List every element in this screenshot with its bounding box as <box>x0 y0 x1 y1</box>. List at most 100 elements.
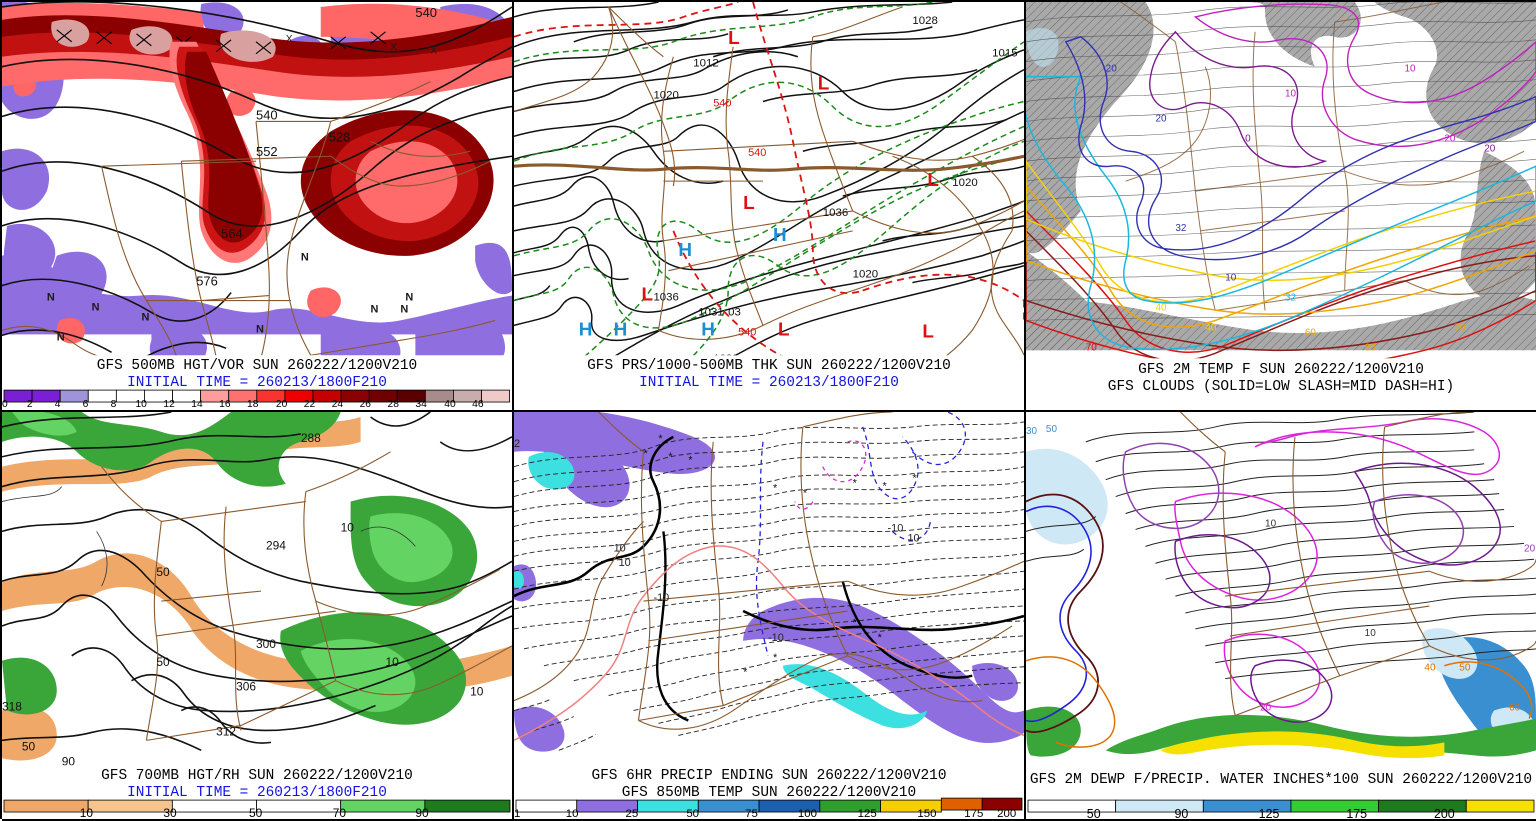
svg-text:N: N <box>371 303 379 315</box>
svg-text:20: 20 <box>276 399 288 409</box>
svg-text:H: H <box>614 319 628 340</box>
svg-text:N: N <box>47 292 55 304</box>
svg-text:*: * <box>743 666 748 678</box>
svg-text:10: 10 <box>614 542 626 554</box>
svg-text:INITIAL TIME = 260213/1800F210: INITIAL TIME = 260213/1800F210 <box>127 375 387 391</box>
svg-text:*: * <box>643 447 648 459</box>
svg-text:03: 03 <box>728 306 741 318</box>
svg-text:GFS PRS/1000-500MB THK SUN 260: GFS PRS/1000-500MB THK SUN 260222/1200V2… <box>587 358 951 374</box>
svg-text:552: 552 <box>256 144 278 159</box>
svg-text:10: 10 <box>1405 64 1417 75</box>
svg-text:H: H <box>579 319 593 340</box>
svg-text:34: 34 <box>415 399 427 409</box>
svg-text:60: 60 <box>1509 702 1521 713</box>
svg-text:10: 10 <box>1285 89 1297 100</box>
svg-text:-10: -10 <box>653 592 669 604</box>
svg-text:40: 40 <box>444 399 456 409</box>
svg-text:175: 175 <box>964 808 983 819</box>
svg-text:*: * <box>668 450 673 462</box>
svg-text:2: 2 <box>27 399 33 409</box>
svg-text:60: 60 <box>1305 327 1317 338</box>
svg-text:50: 50 <box>22 739 36 753</box>
svg-text:576: 576 <box>196 274 218 289</box>
svg-text:1020: 1020 <box>952 177 977 189</box>
svg-text:6: 6 <box>83 399 89 409</box>
svg-text:GFS 2M DEWP F/PRECIP. WATER IN: GFS 2M DEWP F/PRECIP. WATER INCHES*100 S… <box>1030 772 1532 788</box>
svg-text:L: L <box>778 319 790 340</box>
svg-text:10: 10 <box>1225 273 1237 284</box>
svg-text:GFS 2M TEMP F SUN 260222/1200V: GFS 2M TEMP F SUN 260222/1200V210 <box>1138 362 1424 378</box>
svg-text:50: 50 <box>1087 807 1101 819</box>
svg-text:50: 50 <box>1046 423 1058 434</box>
svg-text:10: 10 <box>1365 627 1377 638</box>
svg-text:540: 540 <box>713 97 731 109</box>
svg-text:H: H <box>678 240 692 261</box>
svg-text:26: 26 <box>360 399 372 409</box>
svg-text:*: * <box>658 432 663 444</box>
svg-text:90: 90 <box>1174 807 1188 819</box>
svg-text:30: 30 <box>163 806 177 819</box>
svg-text:20: 20 <box>1444 133 1456 144</box>
svg-text:40: 40 <box>1155 302 1167 313</box>
svg-text:*: * <box>853 477 858 489</box>
svg-text:50: 50 <box>156 654 170 668</box>
svg-text:N: N <box>57 331 65 343</box>
svg-text:10: 10 <box>135 399 147 409</box>
svg-text:L: L <box>642 285 654 306</box>
svg-text:150: 150 <box>917 808 936 819</box>
svg-text:20: 20 <box>1106 64 1118 75</box>
svg-text:-10: -10 <box>768 631 784 643</box>
svg-text:50: 50 <box>156 565 170 579</box>
svg-text:70: 70 <box>1454 322 1466 333</box>
svg-text:N: N <box>92 301 100 313</box>
svg-text:306: 306 <box>236 679 256 693</box>
svg-text:*: * <box>883 480 888 492</box>
svg-text:1031: 1031 <box>698 306 723 318</box>
svg-text:70: 70 <box>333 806 347 819</box>
svg-text:90: 90 <box>415 806 429 819</box>
svg-text:75: 75 <box>745 808 758 819</box>
svg-text:28: 28 <box>387 399 399 409</box>
svg-text:312: 312 <box>216 724 236 738</box>
svg-text:1020: 1020 <box>653 90 678 102</box>
svg-text:X: X <box>390 42 397 53</box>
svg-text:H: H <box>773 225 787 246</box>
svg-text:*: * <box>803 487 808 499</box>
svg-text:INITIAL TIME = 260213/1800F210: INITIAL TIME = 260213/1800F210 <box>127 785 387 801</box>
svg-text:2: 2 <box>514 437 520 449</box>
svg-text:200: 200 <box>997 808 1016 819</box>
svg-text:16: 16 <box>219 399 231 409</box>
svg-text:N: N <box>141 311 149 323</box>
svg-text:200: 200 <box>1434 807 1455 819</box>
svg-text:40: 40 <box>1205 322 1217 333</box>
svg-text:GFS CLOUDS (SOLID=LOW SLASH=MI: GFS CLOUDS (SOLID=LOW SLASH=MID DASH=HI) <box>1108 379 1454 395</box>
svg-text:20: 20 <box>1484 143 1496 154</box>
svg-text:70: 70 <box>1086 342 1098 353</box>
svg-text:318: 318 <box>2 699 22 713</box>
svg-text:14: 14 <box>191 399 203 409</box>
svg-text:INITIAL TIME = 260213/1800F210: INITIAL TIME = 260213/1800F210 <box>639 375 899 391</box>
svg-text:20: 20 <box>1260 702 1272 713</box>
svg-text:N: N <box>405 292 413 304</box>
svg-text:-10: -10 <box>888 522 904 534</box>
svg-text:GFS 6HR PRECIP ENDING SUN 2602: GFS 6HR PRECIP ENDING SUN 260222/1200V21… <box>591 768 946 784</box>
svg-text:30: 30 <box>1026 425 1038 436</box>
svg-text:GFS 850MB TEMP SUN 260222/1200: GFS 850MB TEMP SUN 260222/1200V210 <box>622 785 916 801</box>
svg-text:GFS 700MB HGT/RH SUN 260222/12: GFS 700MB HGT/RH SUN 260222/1200V210 <box>101 768 413 784</box>
svg-text:12: 12 <box>163 399 175 409</box>
svg-text:1020: 1020 <box>853 269 878 281</box>
svg-text:0: 0 <box>1245 133 1251 144</box>
svg-text:20: 20 <box>1524 543 1536 554</box>
svg-text:20: 20 <box>1155 113 1167 124</box>
svg-text:22: 22 <box>304 399 316 409</box>
svg-text:*: * <box>773 651 778 663</box>
svg-text:288: 288 <box>301 430 321 444</box>
svg-text:32: 32 <box>1285 293 1297 304</box>
svg-text:N: N <box>301 252 309 264</box>
svg-text:L: L <box>818 74 830 95</box>
svg-text:10: 10 <box>470 684 484 698</box>
svg-text:1012: 1012 <box>693 58 718 70</box>
svg-text:18: 18 <box>247 399 259 409</box>
svg-text:0: 0 <box>2 399 8 409</box>
svg-text:L: L <box>922 321 934 342</box>
